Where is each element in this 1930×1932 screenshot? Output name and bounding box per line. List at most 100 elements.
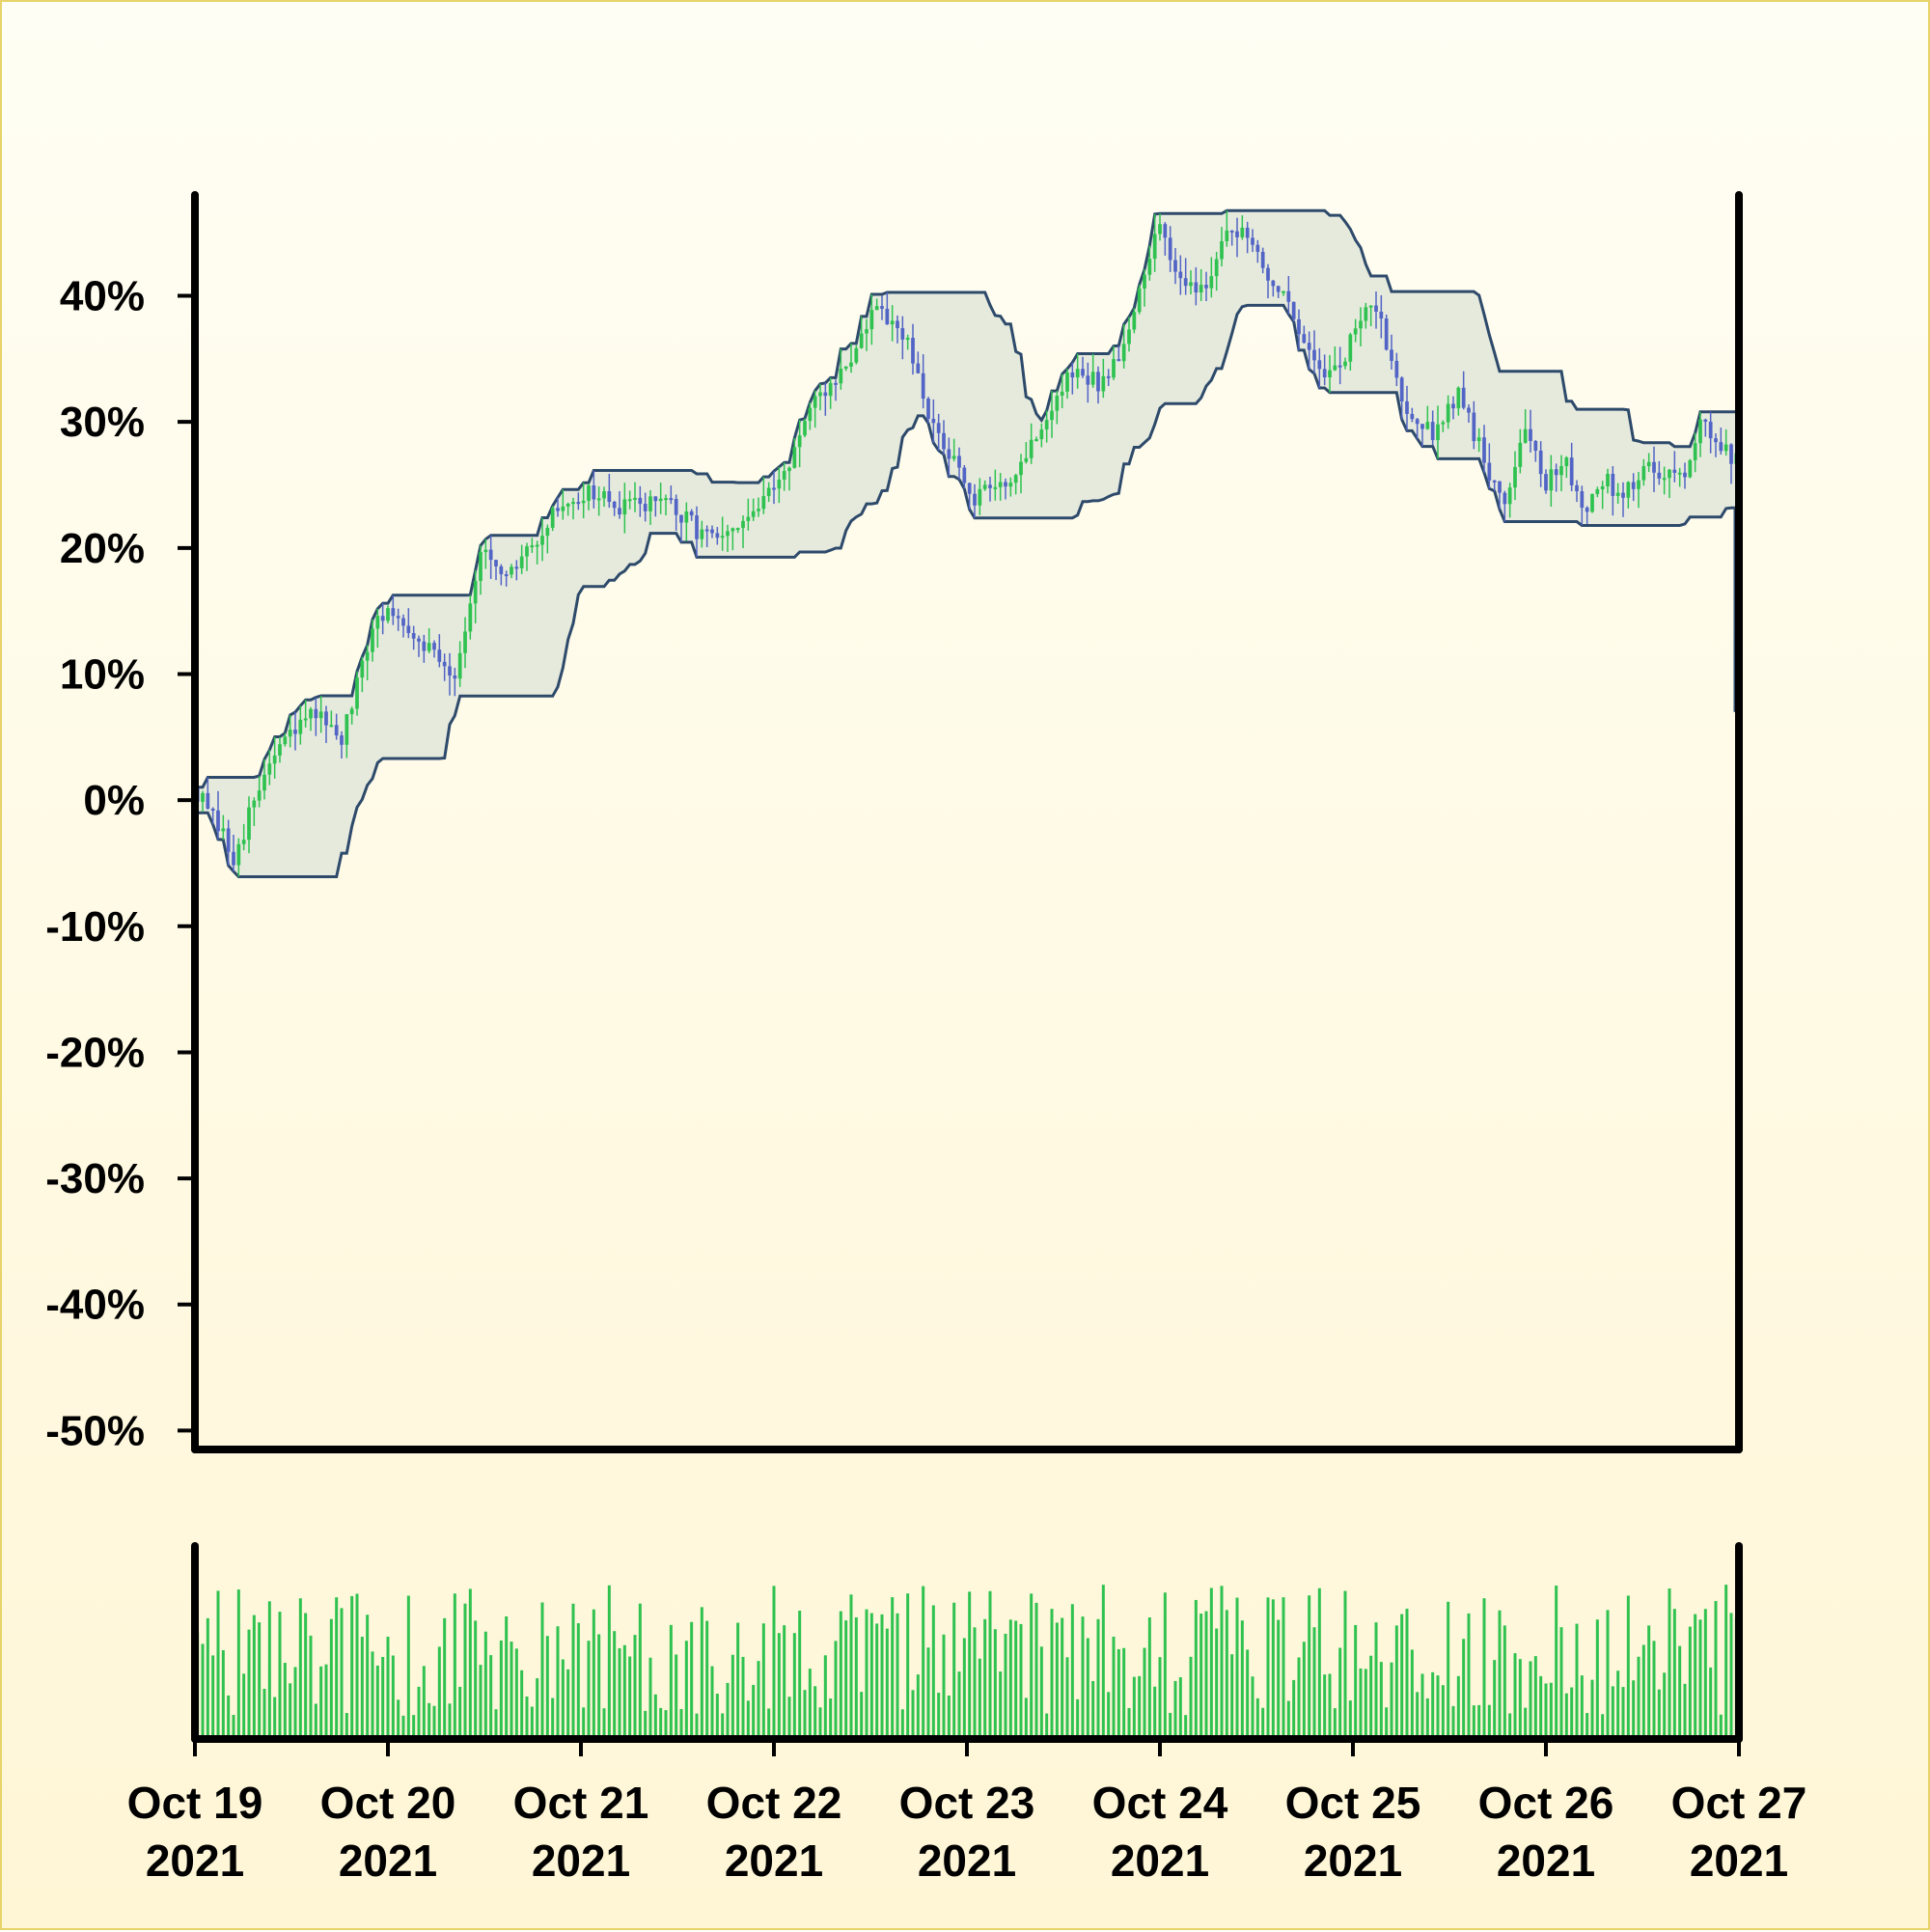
- volume-bar: [911, 1690, 915, 1739]
- candle: [607, 473, 612, 509]
- candle-body: [1410, 413, 1415, 420]
- candle: [1364, 302, 1368, 329]
- candle: [757, 497, 760, 517]
- candle: [1564, 455, 1569, 479]
- candle: [643, 492, 648, 522]
- candle-body: [777, 479, 782, 489]
- volume-bar: [1652, 1641, 1656, 1739]
- volume-bar: [752, 1684, 756, 1739]
- candle-body: [587, 484, 591, 501]
- volume-bar: [366, 1615, 370, 1739]
- candle: [324, 705, 328, 743]
- candle-body: [1529, 428, 1532, 441]
- candle-body: [782, 471, 786, 480]
- candle: [803, 418, 807, 438]
- candle: [1456, 386, 1461, 416]
- candle: [1498, 481, 1502, 510]
- candle: [406, 608, 411, 639]
- candle: [731, 527, 735, 551]
- volume-bar: [1333, 1708, 1337, 1739]
- volume-bar: [715, 1694, 719, 1739]
- candle-body: [1050, 410, 1054, 421]
- candle-body: [226, 828, 231, 852]
- volume-bar: [1580, 1675, 1584, 1739]
- candle: [633, 482, 637, 512]
- candle: [1544, 469, 1548, 494]
- volume-bar: [741, 1656, 745, 1739]
- candle-body: [293, 730, 297, 734]
- candle-body: [622, 499, 627, 515]
- candle: [1430, 410, 1435, 446]
- candle-body: [453, 675, 457, 679]
- candle: [1708, 411, 1713, 454]
- candle-body: [1533, 440, 1538, 451]
- candle: [1415, 418, 1420, 439]
- candle: [272, 736, 277, 779]
- volume-bar: [1354, 1624, 1358, 1739]
- candle-body: [627, 499, 632, 502]
- volume-bar: [267, 1601, 271, 1739]
- candle-body: [1019, 461, 1023, 476]
- volume-bar: [962, 1638, 966, 1739]
- candle: [1714, 433, 1718, 457]
- candle: [267, 750, 272, 786]
- volume-bar: [1204, 1611, 1208, 1739]
- volume-bar: [427, 1702, 431, 1739]
- volume-bar: [792, 1633, 796, 1739]
- candle-body: [1240, 227, 1245, 237]
- candle-body: [432, 643, 436, 650]
- volume-bar: [952, 1602, 956, 1739]
- candle: [782, 462, 786, 491]
- volume-bar: [761, 1623, 765, 1739]
- candle-body: [1101, 375, 1106, 392]
- candle: [401, 614, 405, 638]
- candle-body: [1251, 237, 1254, 245]
- volume-bar: [1436, 1675, 1440, 1739]
- volume-bar: [1714, 1601, 1718, 1739]
- candle: [1425, 405, 1430, 430]
- candle: [571, 497, 575, 520]
- volume-bar: [777, 1633, 781, 1739]
- candle: [1029, 423, 1034, 464]
- volume-bar: [1132, 1676, 1136, 1739]
- candle-body: [1121, 344, 1126, 362]
- channel-upper-line: [197, 208, 1737, 789]
- candle: [1476, 428, 1481, 453]
- candle-body: [530, 545, 535, 548]
- candle: [479, 545, 482, 595]
- candle: [1611, 465, 1615, 516]
- volume-bar: [375, 1665, 379, 1739]
- volume-bar: [232, 1715, 235, 1739]
- x-tick-year: 2021: [1497, 1835, 1595, 1886]
- candle-body: [1399, 377, 1404, 401]
- candle: [1158, 213, 1162, 241]
- candle: [1013, 473, 1018, 495]
- volume-bar: [787, 1697, 791, 1739]
- candle: [658, 483, 663, 514]
- volume-bar: [860, 1692, 864, 1739]
- candle-body: [1307, 343, 1311, 350]
- candle: [360, 656, 365, 693]
- volume-bar: [931, 1605, 935, 1739]
- candle: [252, 797, 257, 827]
- candle-body: [1415, 419, 1420, 425]
- candle-body: [1229, 230, 1234, 233]
- candle: [1529, 409, 1532, 453]
- volume-bar: [1585, 1713, 1589, 1739]
- candle-body: [1039, 429, 1044, 440]
- candle: [1322, 354, 1327, 386]
- candle-body: [664, 498, 668, 501]
- volume-bar: [417, 1686, 421, 1739]
- candle-body: [1168, 237, 1172, 261]
- volume-bar: [1698, 1619, 1702, 1739]
- candle: [293, 711, 297, 751]
- candle-body: [1652, 461, 1656, 473]
- candle: [1291, 301, 1296, 322]
- candle: [1117, 345, 1121, 362]
- candle: [1646, 453, 1651, 473]
- candle: [1337, 346, 1342, 385]
- candle: [834, 379, 838, 401]
- volume-bar: [242, 1673, 246, 1739]
- volume-bar: [298, 1598, 302, 1739]
- volume-bar: [1050, 1609, 1054, 1739]
